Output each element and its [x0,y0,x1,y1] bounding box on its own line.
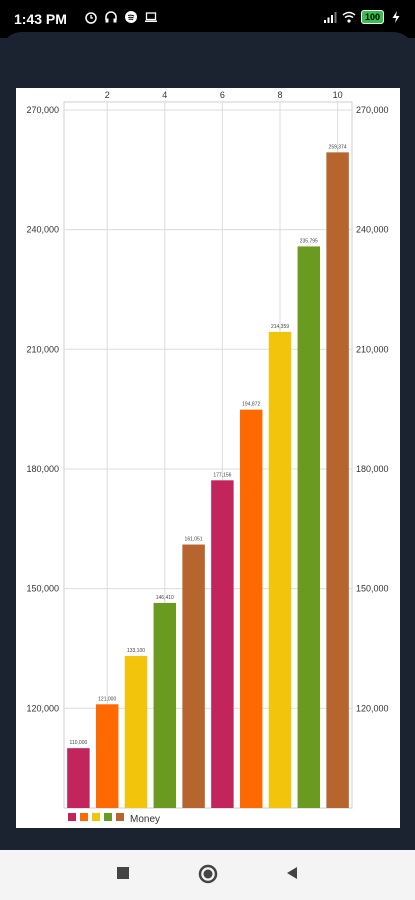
bar [153,602,177,808]
legend-label: Money [130,814,160,825]
x-tick-label: 4 [162,90,167,100]
bar-value-label: 133,100 [127,648,145,654]
alarm-icon [85,12,97,24]
legend: Money [68,813,160,825]
legend-swatch [68,813,76,821]
bar-value-label: 161,051 [185,537,203,543]
value-label-layer: 110,000 121,000 133,100 146,410 161,051 177,1… [70,144,347,746]
home-circle-icon[interactable] [198,864,218,884]
y-tick-label-left: 180,000 [26,464,59,474]
bar [239,409,263,808]
bar [124,656,148,808]
y-tick-label-right: 210,000 [356,344,389,354]
headphones-icon [105,11,117,23]
y-tick-label-left: 270,000 [26,105,59,115]
x-tick-label: 6 [220,90,225,100]
x-tick-label: 2 [105,90,110,100]
bar [95,704,119,808]
legend-swatch [92,813,100,821]
tick-layer: 120,000 120,000 150,000 150,000 180,000 180,0… [26,90,388,713]
legend-swatch [104,813,112,821]
bar [182,544,205,808]
laptop-icon [145,12,157,22]
back-triangle-icon[interactable] [285,866,299,880]
bar [268,331,292,808]
bottom-strip [0,828,415,850]
status-right-icons: 100 [323,10,403,24]
bar [297,246,321,809]
status-bar: 1:43 PM 100 [0,0,415,38]
signal-icon [323,12,337,23]
bar-value-label: 121,000 [98,696,116,702]
bar-value-label: 214,359 [271,324,289,330]
spotify-icon [125,11,137,23]
chart-card: 110,000 121,000 133,100 146,410 161,051 177,1… [16,88,400,828]
legend-swatch [80,813,88,821]
bar-chart: 110,000 121,000 133,100 146,410 161,051 177,1… [26,90,388,825]
navigation-bar [0,850,415,900]
bar-value-label: 146,410 [156,595,174,601]
status-left-icons [84,10,158,24]
bar [326,152,349,808]
recents-square-icon[interactable] [116,866,130,880]
bar-value-label: 110,000 [70,740,88,746]
bar-value-label: 177,156 [213,472,231,478]
y-tick-label-right: 180,000 [356,464,389,474]
bar [67,748,90,808]
charging-icon [392,11,400,23]
bar-value-label: 194,872 [242,402,260,408]
bar-value-label: 259,374 [329,144,347,150]
app-header [0,32,415,88]
battery-icon: 100 [360,10,384,24]
plot-frame [63,101,353,809]
y-tick-label-left: 210,000 [26,344,59,354]
x-tick-label: 10 [333,90,343,100]
legend-swatch [116,813,124,821]
bar [211,480,234,808]
y-tick-label-right: 150,000 [356,584,389,594]
y-tick-label-left: 120,000 [26,703,59,713]
y-tick-label-left: 240,000 [26,225,59,235]
wifi-icon [342,11,356,23]
bar-value-label: 235,795 [300,238,318,244]
y-tick-label-right: 240,000 [356,225,389,235]
status-time: 1:43 PM [14,11,67,27]
bar-layer [67,152,349,809]
y-tick-label-right: 120,000 [356,703,389,713]
y-tick-label-left: 150,000 [26,584,59,594]
y-tick-label-right: 270,000 [356,105,389,115]
x-tick-label: 8 [277,90,282,100]
